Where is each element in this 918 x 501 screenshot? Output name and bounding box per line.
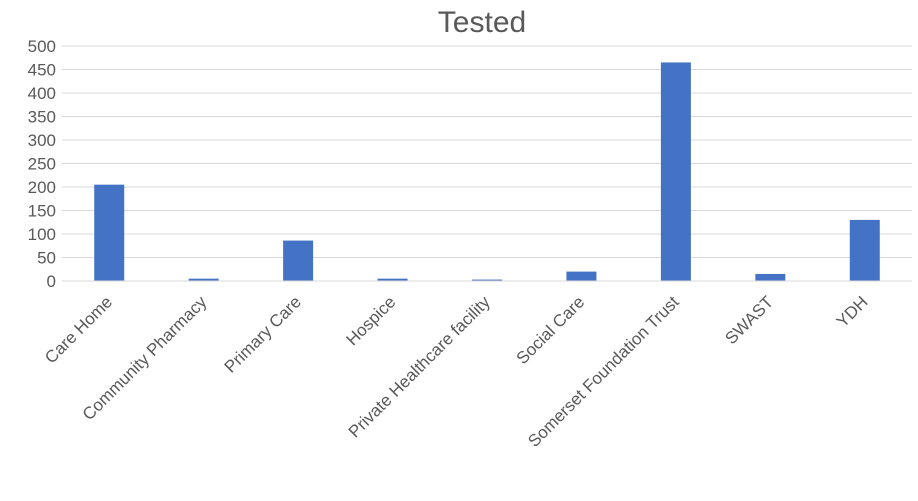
x-tick-label: Social Care: [513, 292, 589, 368]
y-tick-label: 350: [28, 108, 56, 127]
x-tick-label: SWAST: [721, 292, 777, 348]
y-tick-label: 50: [37, 249, 56, 268]
y-tick-label: 250: [28, 155, 56, 174]
y-tick-label: 100: [28, 225, 56, 244]
y-tick-label: 450: [28, 61, 56, 80]
bar: [377, 278, 408, 281]
bar: [94, 184, 125, 281]
bar: [849, 219, 880, 281]
x-tick-label: Hospice: [343, 292, 400, 349]
bar: [472, 279, 502, 281]
y-tick-label: 150: [28, 202, 56, 221]
y-tick-label: 200: [28, 178, 56, 197]
bar: [566, 271, 597, 281]
y-tick-label: 0: [47, 272, 56, 291]
y-tick-label: 500: [28, 37, 56, 56]
bar: [188, 278, 219, 281]
y-axis-ticks: 0 50 100 150 200 250 300 350 400 450 500: [28, 37, 56, 291]
y-tick-label: 300: [28, 131, 56, 150]
x-tick-label: YDH: [833, 292, 872, 331]
bars: [94, 62, 880, 282]
x-tick-label: Care Home: [41, 292, 116, 367]
gridlines: [62, 45, 912, 258]
chart-title: Tested: [438, 6, 526, 39]
bar: [660, 62, 691, 282]
x-tick-label: Primary Care: [221, 292, 305, 376]
y-tick-label: 400: [28, 84, 56, 103]
bar: [283, 240, 314, 281]
x-tick-label: Somerset Foundation Trust: [524, 292, 683, 451]
bar: [755, 273, 786, 281]
